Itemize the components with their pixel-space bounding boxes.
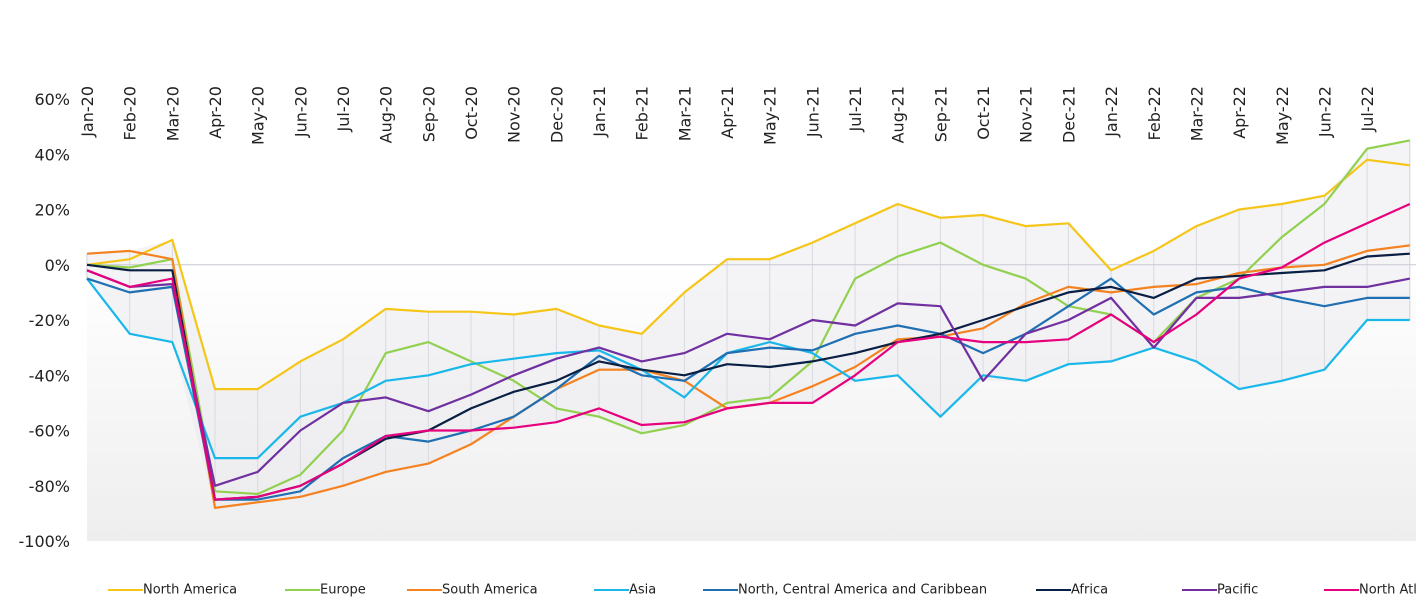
x-tick-label: Jul-21	[846, 86, 865, 132]
x-tick-label: Jul-20	[334, 86, 353, 132]
y-tick-label: -100%	[18, 532, 70, 551]
y-tick-label: -80%	[29, 477, 70, 496]
x-tick-label: Sep-21	[931, 86, 950, 142]
legend-label: Pacific	[1217, 583, 1258, 597]
x-tick-label: Mar-20	[163, 86, 182, 141]
x-tick-label: Jun-21	[803, 86, 822, 138]
range-area	[87, 140, 1410, 508]
legend-label: Asia	[629, 583, 656, 597]
y-tick-label: -40%	[29, 366, 70, 385]
y-tick-label: 60%	[34, 90, 70, 109]
series-line	[86, 277, 1410, 460]
x-tick-label: Jul-22	[1358, 86, 1377, 132]
series-line	[86, 202, 1411, 501]
legend-label: North America	[143, 583, 237, 597]
x-tick-label: Jan-22	[1102, 86, 1121, 138]
y-tick-label: 20%	[34, 201, 70, 220]
x-tick-label: Feb-22	[1145, 86, 1164, 140]
x-tick-label: Apr-22	[1230, 86, 1249, 139]
y-tick-label: -20%	[29, 311, 70, 330]
series-line	[86, 269, 1411, 487]
x-tick-label: Aug-20	[377, 86, 396, 143]
x-tick-label: Jan-20	[78, 86, 97, 138]
legend: North America Europe South America Asia Nort…	[108, 583, 1416, 597]
axis	[87, 264, 1416, 266]
series-lines	[86, 139, 1411, 509]
x-tick-label: Apr-21	[718, 86, 737, 139]
x-tick-label: Aug-21	[889, 86, 908, 143]
y-tick-label: 0%	[45, 256, 70, 275]
x-tick-label: Dec-21	[1059, 86, 1078, 143]
x-tick-label: Feb-20	[121, 86, 140, 140]
x-tick-label: Nov-20	[505, 86, 524, 143]
labels: 60% 40% 20% 0% -20% -40% -60% -80% -100% Jan-20 Fe…	[18, 86, 1377, 551]
x-tick-label: Jun-22	[1315, 86, 1334, 138]
x-tick-label: Feb-21	[633, 86, 652, 140]
x-tick-label: Oct-21	[974, 86, 993, 140]
x-tick-label: Apr-20	[206, 86, 225, 139]
x-tick-label: May-22	[1273, 86, 1292, 145]
y-tick-label: -60%	[29, 422, 70, 441]
x-tick-label: May-21	[761, 86, 780, 145]
legend-label: North Atlantic	[1359, 583, 1416, 597]
x-tick-label: Sep-20	[419, 86, 438, 142]
x-tick-label: Jan-21	[590, 86, 609, 138]
x-tick-label: Dec-20	[547, 86, 566, 143]
x-tick-label: Nov-21	[1017, 86, 1036, 143]
series-line	[86, 277, 1410, 501]
y-tick-label: 40%	[34, 145, 70, 164]
legend-label: Europe	[320, 583, 366, 597]
x-tick-label: Jun-20	[291, 86, 310, 138]
legend-label: South America	[442, 583, 538, 597]
range-band	[86, 140, 1411, 508]
x-tick-label: Oct-20	[462, 86, 481, 140]
x-tick-label: May-20	[249, 86, 268, 145]
x-tick-label: Mar-22	[1187, 86, 1206, 141]
legend-label: Africa	[1071, 583, 1108, 597]
legend-label: North, Central America and Caribbean	[738, 583, 987, 597]
series-line	[86, 158, 1410, 391]
x-tick-label: Mar-21	[675, 86, 694, 141]
